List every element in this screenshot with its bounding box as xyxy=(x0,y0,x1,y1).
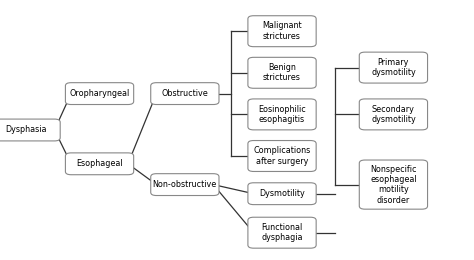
Text: Benign
strictures: Benign strictures xyxy=(263,63,301,82)
FancyBboxPatch shape xyxy=(65,83,134,105)
Text: Oropharyngeal: Oropharyngeal xyxy=(69,89,130,98)
Text: Non-obstructive: Non-obstructive xyxy=(153,180,217,189)
FancyBboxPatch shape xyxy=(248,183,316,205)
Text: Obstructive: Obstructive xyxy=(162,89,208,98)
Text: Complications
after surgery: Complications after surgery xyxy=(254,146,310,166)
FancyBboxPatch shape xyxy=(248,99,316,130)
FancyBboxPatch shape xyxy=(248,16,316,47)
FancyBboxPatch shape xyxy=(151,83,219,105)
Text: Nonspecific
esophageal
motility
disorder: Nonspecific esophageal motility disorder xyxy=(370,165,417,205)
Text: Malignant
strictures: Malignant strictures xyxy=(262,22,302,41)
Text: Esophageal: Esophageal xyxy=(76,159,123,168)
FancyBboxPatch shape xyxy=(151,174,219,196)
FancyBboxPatch shape xyxy=(359,99,428,130)
Text: Dysphasia: Dysphasia xyxy=(5,126,47,134)
Text: Dysmotility: Dysmotility xyxy=(259,189,305,198)
FancyBboxPatch shape xyxy=(248,140,316,172)
Text: Eosinophilic
esophagitis: Eosinophilic esophagitis xyxy=(258,105,306,124)
FancyBboxPatch shape xyxy=(0,119,60,141)
Text: Functional
dysphagia: Functional dysphagia xyxy=(261,223,303,242)
FancyBboxPatch shape xyxy=(359,52,428,83)
FancyBboxPatch shape xyxy=(359,160,428,209)
Text: Primary
dysmotility: Primary dysmotility xyxy=(371,58,416,77)
FancyBboxPatch shape xyxy=(65,153,134,175)
FancyBboxPatch shape xyxy=(248,217,316,248)
FancyBboxPatch shape xyxy=(248,57,316,88)
Text: Secondary
dysmotility: Secondary dysmotility xyxy=(371,105,416,124)
